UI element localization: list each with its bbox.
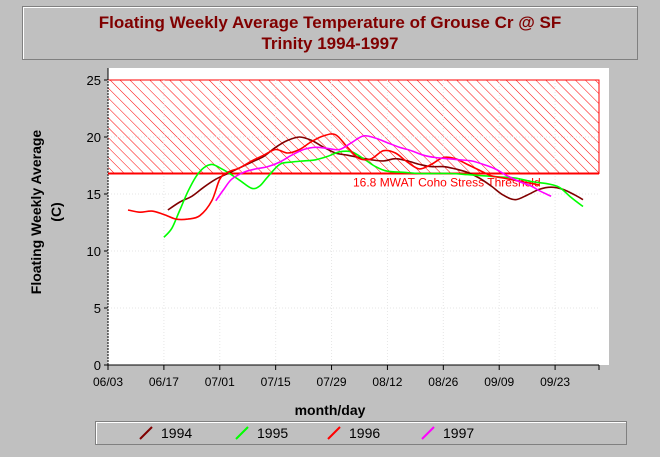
y-tick-label: 15 [87, 187, 101, 202]
legend-swatch-1997 [421, 426, 435, 440]
y-tick-label: 5 [94, 301, 101, 316]
x-tick-label: 08/26 [428, 375, 458, 389]
legend-box [95, 421, 627, 445]
y-axis-label-line-1: Floating Weekly Average [28, 130, 44, 295]
legend-swatch-1996 [327, 426, 341, 440]
x-axis-label: month/day [295, 402, 366, 418]
x-tick-label: 07/01 [205, 375, 235, 389]
threshold-label: 16.8 MWAT Coho Stress Threshold [353, 175, 541, 189]
legend-swatch-1994 [139, 426, 153, 440]
chart-title-box: Floating Weekly Average Temperature of G… [22, 6, 638, 60]
x-tick-label: 09/09 [484, 375, 514, 389]
chart-title-line-1: Floating Weekly Average Temperature of G… [98, 13, 562, 32]
x-tick-label: 08/12 [372, 375, 402, 389]
stress-band [107, 79, 600, 174]
x-tick-label: 09/23 [540, 375, 570, 389]
legend-label-1995: 1995 [257, 425, 288, 441]
y-tick-label: 25 [87, 73, 101, 88]
legend-label-1996: 1996 [349, 425, 380, 441]
y-tick-label: 20 [87, 130, 101, 145]
x-tick-label: 07/15 [261, 375, 291, 389]
legend-label-1994: 1994 [161, 425, 192, 441]
chart-title-line-2: Trinity 1994-1997 [261, 34, 399, 53]
series-line-1996 [127, 133, 540, 221]
x-tick-label: 06/03 [93, 375, 123, 389]
y-axis-label-line-2: (C) [48, 202, 64, 221]
y-tick-label: 0 [94, 358, 101, 373]
series-line-1997 [215, 134, 552, 202]
legend-swatch-1995 [235, 426, 249, 440]
legend-label-1997: 1997 [443, 425, 474, 441]
x-tick-label: 07/29 [317, 375, 347, 389]
x-tick-label: 06/17 [149, 375, 179, 389]
y-tick-label: 10 [87, 244, 101, 259]
